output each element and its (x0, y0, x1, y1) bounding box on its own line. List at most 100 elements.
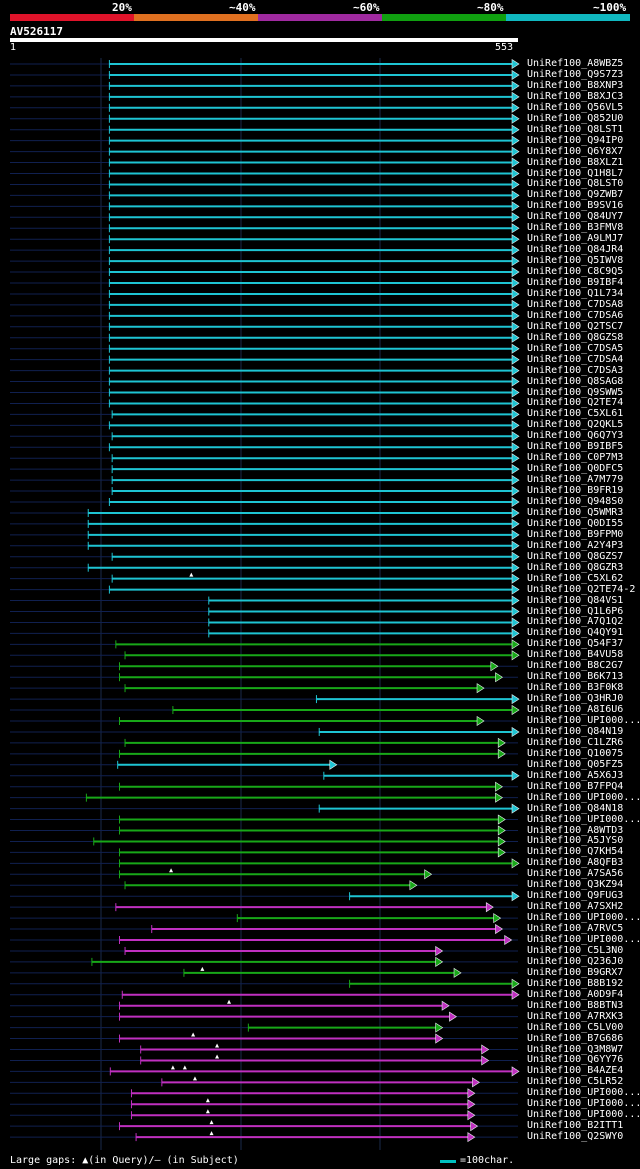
hit-label[interactable]: UniRef100_UPI000... (527, 912, 640, 924)
hit-label[interactable]: UniRef100_C5LV00 (527, 1021, 624, 1033)
hit-label[interactable]: UniRef100_A5JYS0 (527, 835, 624, 847)
hit-label[interactable]: UniRef100_B8XLZ1 (527, 156, 624, 168)
hit-label[interactable]: UniRef100_B9SV16 (527, 200, 624, 212)
hit-label[interactable]: UniRef100_A8WBZ5 (527, 58, 624, 69)
hit-label[interactable]: UniRef100_C5XL61 (527, 408, 624, 420)
hit-arrow-icon (511, 420, 520, 431)
hit-label[interactable]: UniRef100_B9IBF4 (527, 277, 624, 288)
hit-label[interactable]: UniRef100_Q05FZ5 (527, 758, 624, 770)
hit-label[interactable]: UniRef100_Q6YY76 (527, 1054, 624, 1066)
hit-label[interactable]: UniRef100_Q54F37 (527, 638, 624, 650)
hit-label[interactable]: UniRef100_A9LMJ7 (527, 233, 624, 245)
hit-label[interactable]: UniRef100_B8BTN3 (527, 999, 624, 1011)
hit-label[interactable]: UniRef100_Q4QY91 (527, 627, 624, 639)
hit-label[interactable]: UniRef100_B8XJC3 (527, 90, 624, 102)
hit-label[interactable]: UniRef100_Q948S0 (527, 496, 624, 507)
hit-label[interactable]: UniRef100_Q5IWV8 (527, 255, 624, 267)
hit-label[interactable]: UniRef100_Q9SWW5 (527, 386, 624, 398)
hit-label[interactable]: UniRef100_B4AZE4 (527, 1065, 624, 1077)
hit-label[interactable]: UniRef100_C7DSA6 (527, 309, 624, 321)
hit-label[interactable]: UniRef100_Q56VL5 (527, 101, 624, 113)
hit-label[interactable]: UniRef100_Q1L6P6 (527, 605, 624, 617)
hit-label[interactable]: UniRef100_Q2TE74 (527, 397, 624, 409)
hit-label[interactable]: UniRef100_A7SA56 (527, 868, 624, 880)
hit-label[interactable]: UniRef100_B2ITT1 (527, 1120, 624, 1132)
hit-label[interactable]: UniRef100_B6K713 (527, 671, 624, 683)
hit-label[interactable]: UniRef100_A5X6J3 (527, 769, 624, 781)
hit-label[interactable]: UniRef100_B9FPM0 (527, 528, 624, 540)
hit-label[interactable]: UniRef100_A0D9F4 (527, 988, 624, 1000)
hit-label[interactable]: UniRef100_A2Y4P3 (527, 539, 624, 551)
hit-label[interactable]: UniRef100_B9GRX7 (527, 966, 624, 978)
hit-label[interactable]: UniRef100_Q3M8W7 (527, 1043, 624, 1055)
hit-label[interactable]: UniRef100_C7DSA4 (527, 353, 624, 365)
hit-label[interactable]: UniRef100_B8B192 (527, 977, 624, 989)
hit-label[interactable]: UniRef100_Q6Y8X7 (527, 145, 624, 157)
hit-label[interactable]: UniRef100_Q8GZS8 (527, 331, 624, 343)
hit-label[interactable]: UniRef100_C7DSA5 (527, 342, 624, 354)
hit-label[interactable]: UniRef100_Q84UY7 (527, 211, 624, 223)
hit-label[interactable]: UniRef100_A7RXK3 (527, 1010, 624, 1022)
hit-label[interactable]: UniRef100_A8QFB3 (527, 857, 624, 869)
hit-label[interactable]: UniRef100_Q9S7Z3 (527, 68, 624, 80)
hit-label[interactable]: UniRef100_C5L3N0 (527, 944, 624, 956)
hit-label[interactable]: UniRef100_UPI000... (527, 934, 640, 945)
hit-label[interactable]: UniRef100_Q9ZWB7 (527, 189, 624, 201)
hit-label[interactable]: UniRef100_B4VU58 (527, 649, 624, 661)
hit-label[interactable]: UniRef100_Q236J0 (527, 955, 624, 967)
hit-label[interactable]: UniRef100_A7SXH2 (527, 901, 624, 913)
hit-label[interactable]: UniRef100_Q1H8L7 (527, 167, 624, 179)
hit-label[interactable]: UniRef100_UPI000... (527, 1109, 640, 1121)
hit-label[interactable]: UniRef100_A8I6U6 (527, 704, 624, 716)
hit-label[interactable]: UniRef100_C8C9Q5 (527, 266, 624, 278)
hit-label[interactable]: UniRef100_Q2QKL5 (527, 419, 624, 431)
hit-label[interactable]: UniRef100_B9IBF5 (527, 441, 624, 453)
hit-label[interactable]: UniRef100_Q8GZR3 (527, 561, 624, 573)
hit-label[interactable]: UniRef100_Q1L734 (527, 287, 624, 299)
hit-label[interactable]: UniRef100_UPI000... (527, 1087, 640, 1099)
hit-label[interactable]: UniRef100_C5XL62 (527, 572, 624, 584)
hit-label[interactable]: UniRef100_C5LR52 (527, 1076, 624, 1088)
hit-label[interactable]: UniRef100_A7RVC5 (527, 923, 624, 935)
hit-label[interactable]: UniRef100_Q84VS1 (527, 594, 624, 606)
hit-label[interactable]: UniRef100_Q3KZ94 (527, 879, 624, 891)
hit-label[interactable]: UniRef100_A7Q1Q2 (527, 616, 624, 628)
hit-label[interactable]: UniRef100_Q2TE74-2 (527, 583, 636, 595)
hit-label[interactable]: UniRef100_Q5WMR3 (527, 506, 624, 518)
hit-label[interactable]: UniRef100_B7FPQ4 (527, 780, 624, 792)
hit-label[interactable]: UniRef100_Q2TSC7 (527, 320, 624, 332)
hit-label[interactable]: UniRef100_Q9FUG3 (527, 890, 624, 902)
hit-label[interactable]: UniRef100_Q8GZS7 (527, 550, 624, 562)
hit-label[interactable]: UniRef100_Q7KH54 (527, 846, 624, 858)
hit-label[interactable]: UniRef100_B8C2G7 (527, 660, 624, 672)
hit-label[interactable]: UniRef100_UPI000... (527, 715, 640, 726)
hit-label[interactable]: UniRef100_C7DSA8 (527, 298, 624, 310)
hit-label[interactable]: UniRef100_A8WTD3 (527, 824, 624, 836)
hit-label[interactable]: UniRef100_Q94IP0 (527, 134, 624, 146)
hit-label[interactable]: UniRef100_Q84N19 (527, 725, 624, 737)
hit-label[interactable]: UniRef100_UPI000... (527, 791, 640, 803)
hit-label[interactable]: UniRef100_Q8SAG8 (527, 375, 624, 387)
hit-label[interactable]: UniRef100_Q10075 (527, 747, 624, 759)
hit-label[interactable]: UniRef100_B3FMV8 (527, 222, 624, 234)
hit-label[interactable]: UniRef100_Q3HRJ0 (527, 693, 624, 705)
hit-label[interactable]: UniRef100_Q852U0 (527, 112, 624, 124)
hit-label[interactable]: UniRef100_UPI000... (527, 1098, 640, 1110)
hit-label[interactable]: UniRef100_Q2SWY0 (527, 1131, 624, 1143)
hit-label[interactable]: UniRef100_B3F0K8 (527, 682, 624, 694)
hit-label[interactable]: UniRef100_Q8LST1 (527, 123, 624, 135)
hit-label[interactable]: UniRef100_Q84N18 (527, 802, 624, 814)
hit-label[interactable]: UniRef100_B7G686 (527, 1032, 624, 1044)
hit-label[interactable]: UniRef100_C7DSA3 (527, 364, 624, 376)
hit-label[interactable]: UniRef100_B9FR19 (527, 485, 624, 497)
hit-label[interactable]: UniRef100_Q8LST0 (527, 178, 624, 190)
hit-label[interactable]: UniRef100_Q0DI55 (527, 517, 624, 529)
hit-label[interactable]: UniRef100_A7M779 (527, 474, 624, 486)
hit-label[interactable]: UniRef100_C0P7M3 (527, 452, 624, 464)
hit-label[interactable]: UniRef100_UPI000... (527, 813, 640, 825)
hit-label[interactable]: UniRef100_Q84JR4 (527, 244, 624, 256)
hit-label[interactable]: UniRef100_C1LZR6 (527, 736, 624, 748)
hit-label[interactable]: UniRef100_Q0DFC5 (527, 463, 624, 475)
hit-label[interactable]: UniRef100_Q6Q7Y3 (527, 430, 624, 442)
hit-label[interactable]: UniRef100_B8XNP3 (527, 79, 624, 91)
